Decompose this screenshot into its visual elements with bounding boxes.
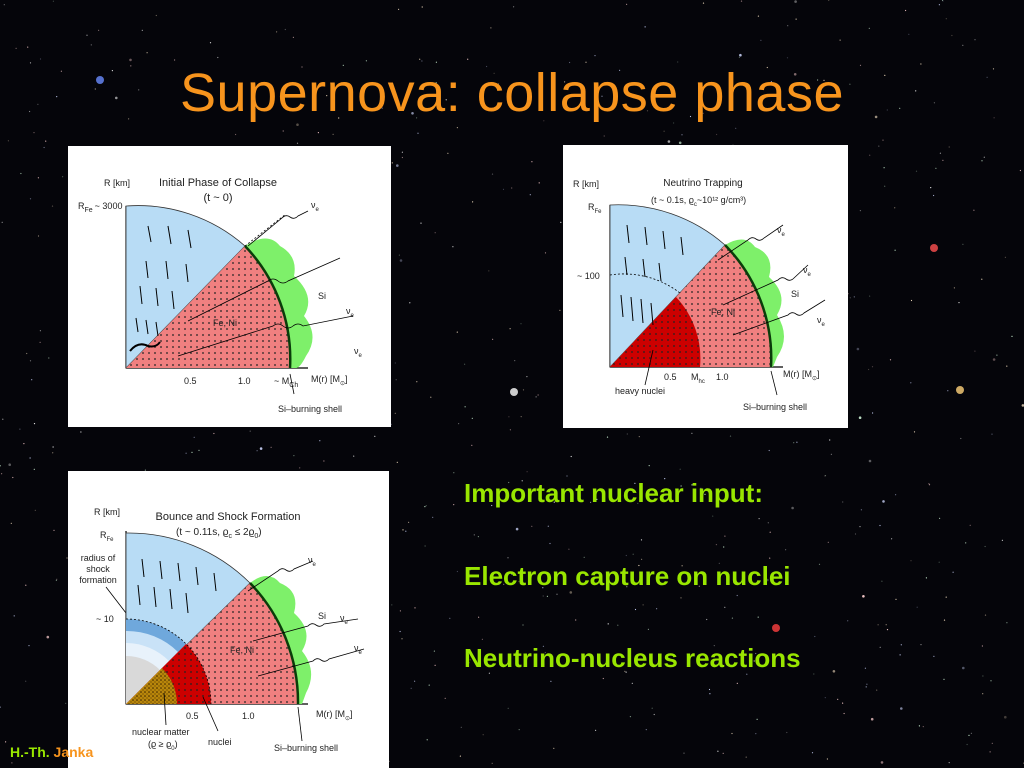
svg-text:RFe: RFe <box>588 202 602 215</box>
bullet-item-electron-capture: Electron capture on nuclei <box>464 561 791 591</box>
panel1-core-label: Fe, Ni <box>213 318 237 328</box>
panel2-shell-label: Si–burning shell <box>743 402 807 412</box>
panel3-nuclei-label: nuclei <box>208 737 232 747</box>
panel1-tick-05: 0.5 <box>184 376 197 386</box>
svg-text:νe: νe <box>803 265 812 278</box>
panel2-neutrino-paths <box>717 224 826 336</box>
svg-text:νe: νe <box>817 315 826 328</box>
panel1-tick-10: 1.0 <box>238 376 251 386</box>
panel3-tick-10: 1.0 <box>242 711 255 721</box>
panel2-heavy-nuclei-label: heavy nuclei <box>615 386 665 396</box>
panel2-rfe-label: RFe <box>588 202 602 215</box>
panel3-y-axis-label: R [km] <box>94 507 120 517</box>
panel3-infall-arrows <box>137 558 217 614</box>
panel2-title: Neutrino Trapping <box>663 178 743 189</box>
panel2-neutrino-label-c: νe <box>817 315 826 328</box>
panel3-burning-shell-line <box>249 582 300 705</box>
panel2-si-label: Si <box>791 289 799 299</box>
panel1-rfe-label: RFe ~ 3000 <box>78 201 122 214</box>
panel1-shell-label: Si–burning shell <box>278 404 342 414</box>
panel1-subtitle: (t ~ 0) <box>203 192 232 204</box>
panel3-shock-label-2: shock <box>86 564 110 574</box>
panel1-infall-arrows <box>135 225 192 337</box>
panel3-x-axis-label: M(r) [M⊙] <box>316 709 353 722</box>
slide-title: Supernova: collapse phase <box>180 63 844 123</box>
svg-text:νe: νe <box>308 555 317 568</box>
panel1-outer-region <box>125 205 246 369</box>
panel2-mhc-label: Mhc <box>691 372 705 385</box>
panel2-outer-region <box>609 204 726 369</box>
panel2-neutrino-label-a: νe <box>777 225 786 238</box>
diagram-initial-collapse: Initial Phase of Collapse (t ~ 0) R [km]… <box>68 146 391 427</box>
panel3-subtitle: (t ~ 0.11s, ϱc ≤ 2ϱ0) <box>176 527 262 540</box>
panel2-core-label: Fe, Ni <box>711 307 735 317</box>
svg-text:νe: νe <box>354 643 363 656</box>
panel2-neutrino-label-b: νe <box>803 265 812 278</box>
panel2-infall-arrows <box>620 224 684 326</box>
author-credit-last: Janka <box>53 744 94 760</box>
panel1-y-axis-label: R [km] <box>104 178 130 188</box>
svg-text:M(r) [M⊙]: M(r) [M⊙] <box>311 374 348 387</box>
panel2-x-axis-label: M(r) [M⊙] <box>783 369 820 382</box>
panel2-burning-shell-line <box>724 244 773 368</box>
panel3-neutrino-label-c: νe <box>354 643 363 656</box>
panel3-tick-05: 0.5 <box>186 711 199 721</box>
bullet-heading: Important nuclear input: <box>464 478 763 508</box>
diagram-neutrino-trapping: Neutrino Trapping (t ~ 0.1s, ϱc~10¹² g/c… <box>563 145 848 428</box>
panel3-r10-label: ~ 10 <box>96 614 114 624</box>
panel3-title: Bounce and Shock Formation <box>156 511 301 523</box>
panel2-r100-label: ~ 100 <box>577 271 600 281</box>
panel1-neutrino-paths <box>177 210 354 357</box>
panel1-si-shell <box>245 238 313 368</box>
svg-text:~ MCh: ~ MCh <box>274 376 298 389</box>
svg-text:Mhc: Mhc <box>691 372 705 385</box>
panel3-neutrino-paths <box>247 560 365 677</box>
svg-text:νe: νe <box>340 613 349 626</box>
svg-text:νe: νe <box>354 346 363 359</box>
svg-text:νe: νe <box>777 225 786 238</box>
panel1-mch-label: ~ MCh <box>274 376 298 389</box>
panel1-neutrino-label-a: νe <box>311 200 320 213</box>
bullet-item-neutrino-reactions: Neutrino-nucleus reactions <box>464 643 801 673</box>
panel1-burning-shell-line <box>244 245 292 369</box>
panel3-shock-label-1: radius of <box>81 553 116 563</box>
panel2-y-axis-label: R [km] <box>573 179 599 189</box>
panel3-si-label: Si <box>318 611 326 621</box>
svg-text:νe: νe <box>346 306 355 319</box>
author-credit: H.-Th. Janka <box>10 744 93 760</box>
panel1-neutrino-label-b: νe <box>346 306 355 319</box>
svg-text:RFe~ 3000: RFe ~ 3000 <box>78 201 122 214</box>
panel3-nuclear-matter-label-2: (ϱ ≥ ϱ0) <box>148 739 178 752</box>
panel2-tick-10: 1.0 <box>716 372 729 382</box>
panel3-core-label: Fe, Ni <box>230 645 254 655</box>
panel3-rfe-label: RFe <box>100 530 114 543</box>
panel3-neutrino-label-b: νe <box>340 613 349 626</box>
panel1-si-label: Si <box>318 291 326 301</box>
panel3-shock-label-3: formation <box>79 575 117 585</box>
svg-text:RFe: RFe <box>100 530 114 543</box>
panel3-nuclear-matter-label-1: nuclear matter <box>132 727 190 737</box>
panel3-shock-radius <box>125 618 212 705</box>
diagram-bounce-shock: Bounce and Shock Formation (t ~ 0.11s, ϱ… <box>68 471 389 768</box>
svg-text:(ϱ ≥ ϱ0): (ϱ ≥ ϱ0) <box>148 739 178 752</box>
svg-text:(t ~ 0.11s, ϱc ≤ 2ϱ0): (t ~ 0.11s, ϱc ≤ 2ϱ0) <box>176 527 262 540</box>
svg-text:M(r) [M⊙]: M(r) [M⊙] <box>316 709 353 722</box>
panel1-x-axis-label: M(r) [M⊙] <box>311 374 348 387</box>
panel1-title: Initial Phase of Collapse <box>159 177 277 189</box>
panel2-trapping-radius <box>609 273 681 294</box>
panel1-neutrino-label-c: νe <box>354 346 363 359</box>
panel2-subtitle: (t ~ 0.1s, ϱc~10¹² g/cm³) <box>651 195 746 208</box>
svg-text:(t ~ 0.1s, ϱc~10¹² g/cm³): (t ~ 0.1s, ϱc~10¹² g/cm³) <box>651 195 746 208</box>
panel2-tick-05: 0.5 <box>664 372 677 382</box>
panel2-si-shell <box>725 239 784 367</box>
svg-text:M(r) [M⊙]: M(r) [M⊙] <box>783 369 820 382</box>
panel3-shell-label: Si–burning shell <box>274 743 338 753</box>
author-credit-first: H.-Th. <box>10 744 54 760</box>
svg-text:νe: νe <box>311 200 320 213</box>
panel3-neutrino-label-a: νe <box>308 555 317 568</box>
